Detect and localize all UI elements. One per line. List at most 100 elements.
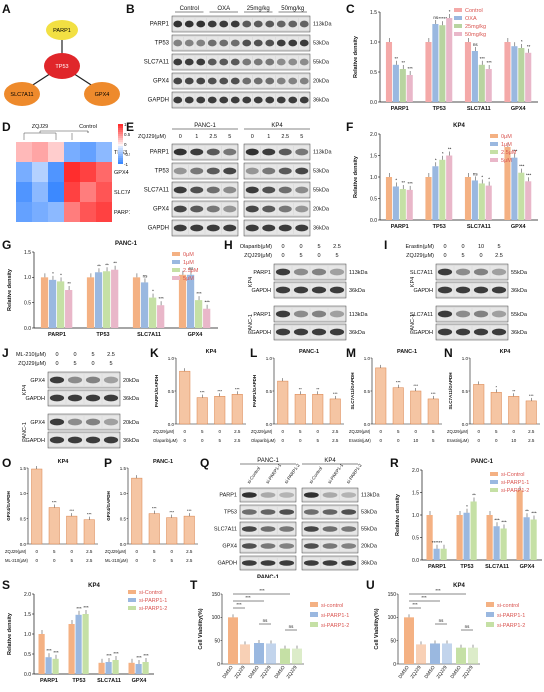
- y-tick-label: 100: [388, 615, 397, 621]
- y-axis-label: SLC7A11/GAPDH: [350, 372, 355, 409]
- significance-mark: ***: [87, 512, 92, 517]
- blot-size-label: 113kDa: [361, 493, 380, 499]
- blot-row-label: TP53: [224, 510, 237, 516]
- blot-band: [184, 77, 194, 85]
- blot-band: [242, 77, 252, 85]
- blot-band: [473, 268, 489, 276]
- bar: [105, 662, 112, 674]
- legend-label: 2.5μM: [501, 150, 517, 156]
- significance-mark: **: [299, 386, 303, 391]
- blot-band: [245, 148, 259, 156]
- bar: [148, 513, 160, 545]
- panel-label-r: R: [390, 456, 399, 470]
- legend-label: si-PARP1-2: [321, 623, 349, 629]
- dose-label: 0: [379, 438, 382, 443]
- bar: [83, 519, 95, 545]
- significance-mark: ***: [187, 508, 192, 513]
- y-tick-label: 0: [393, 662, 396, 668]
- bar: [518, 48, 525, 102]
- x-tick-label: ZQJ29: [233, 664, 246, 680]
- y-tick-label: 0.5: [168, 389, 175, 394]
- y-tick-label: 0.5: [462, 389, 469, 394]
- bar: [183, 515, 195, 545]
- bar: [385, 42, 393, 102]
- dose-label: 0: [281, 244, 284, 250]
- blot-band: [455, 286, 471, 294]
- legend-label: si-PARP1-1: [139, 598, 167, 604]
- blot-strip: [171, 53, 311, 71]
- legend-swatch: [172, 252, 180, 256]
- blot-band: [49, 436, 65, 444]
- y-axis-label: Cell Viability(%): [374, 608, 380, 649]
- blot-size-label: 53kDa: [313, 169, 330, 175]
- legend-swatch: [310, 602, 318, 607]
- x-tick-label: PARP1: [391, 224, 409, 230]
- legend-label: si-PARP1-2: [139, 606, 167, 612]
- panel-label-t: T: [190, 578, 198, 592]
- panel-label-c: C: [346, 2, 355, 16]
- blot-band: [206, 167, 220, 175]
- blot-band: [85, 376, 101, 384]
- blot-row-label: GPX4: [30, 420, 45, 426]
- bar: [485, 185, 492, 220]
- blot-band: [329, 286, 345, 294]
- blot-size-label: 55kDa: [313, 188, 330, 194]
- bar: [312, 394, 324, 425]
- dose-label: 0: [281, 253, 284, 259]
- treatment-label: ZQJ29(μM): [18, 361, 46, 367]
- chart-title: KP4: [58, 459, 70, 465]
- heatmap-cell: [64, 202, 80, 222]
- x-tick-label: DMSO: [397, 664, 410, 679]
- x-tick-label: GPX4: [511, 224, 527, 230]
- bar: [427, 398, 439, 425]
- blot-band: [295, 224, 309, 232]
- legend-swatch: [490, 150, 498, 154]
- blot-band: [311, 286, 327, 294]
- treatment-label: ZQJ29(μM): [105, 549, 127, 554]
- blot-strip: [47, 413, 121, 431]
- y-tick-label: 1.5: [370, 153, 377, 159]
- heatmap-cell: [64, 182, 80, 202]
- y-tick-label: 0.0: [24, 672, 31, 678]
- dose-label: 0: [299, 244, 302, 250]
- blot-band: [279, 509, 295, 515]
- blot-row-label: PARP1: [253, 270, 271, 276]
- lane-label: si-PARP1-1: [327, 462, 345, 484]
- heatmap-col-label: Control: [79, 124, 97, 130]
- blot-band: [276, 77, 286, 85]
- dose-label: 0: [316, 429, 319, 434]
- blot-band: [322, 526, 338, 532]
- x-tick-label: ZQJ29: [259, 664, 272, 680]
- bar: [75, 614, 82, 674]
- dose-label: 0: [183, 438, 186, 443]
- blot-band: [303, 492, 319, 498]
- blot-band: [219, 77, 229, 85]
- blot-band: [278, 186, 292, 194]
- bar: [410, 390, 422, 425]
- legend-swatch: [486, 612, 494, 617]
- blot-row-label: GAPDH: [25, 438, 45, 444]
- y-tick-label: 1.5: [24, 250, 31, 256]
- heatmap-cell: [16, 202, 32, 222]
- chart-title: KP4: [206, 349, 218, 355]
- colorbar-label: -0.5: [124, 152, 130, 157]
- blot-band: [223, 224, 237, 232]
- blot-row-label: PARP1: [219, 493, 237, 499]
- significance-mark: ***: [259, 588, 265, 593]
- significance-mark: ***: [421, 595, 427, 600]
- heatmap-cell: [48, 142, 64, 162]
- bar: [94, 272, 103, 328]
- dose-label: 0: [179, 134, 182, 140]
- legend-label: 0μM: [183, 252, 194, 258]
- significance-mark: ns: [289, 624, 295, 629]
- panel-label-o: O: [2, 456, 12, 470]
- legend-label: 1μM: [183, 260, 194, 266]
- dose-label: 0: [479, 253, 482, 259]
- significance-mark: ***: [235, 386, 240, 391]
- bar: [131, 477, 143, 545]
- significance-mark: ***: [396, 380, 401, 385]
- bar: [103, 271, 111, 328]
- cell-line-label: PANC-1: [22, 422, 28, 442]
- dose-label: 0: [218, 429, 221, 434]
